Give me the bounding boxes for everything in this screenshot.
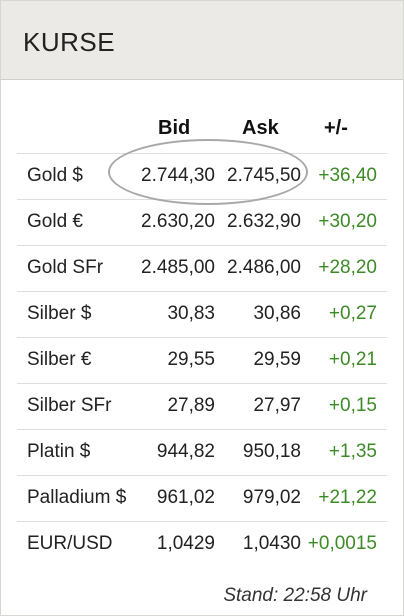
row-ask: 29,59 bbox=[253, 349, 301, 370]
column-header-change: +/- bbox=[324, 117, 348, 139]
table-row: Platin $ 944,82 950,18 +1,35 bbox=[17, 429, 387, 475]
timestamp-label: Stand: 22:58 Uhr bbox=[223, 585, 367, 606]
table-row: Palladium $ 961,02 979,02 +21,22 bbox=[17, 475, 387, 521]
row-name: Gold SFr bbox=[27, 257, 104, 278]
row-change: +0,27 bbox=[328, 303, 377, 324]
row-ask: 27,97 bbox=[253, 395, 301, 416]
widget-title: KURSE bbox=[23, 27, 116, 57]
price-table: Bid Ask +/- Gold $ 2.744,30 2.745,50 +36… bbox=[17, 107, 387, 567]
row-bid: 2.744,30 bbox=[141, 165, 215, 186]
row-change: +21,22 bbox=[318, 487, 377, 508]
table-row: Silber SFr 27,89 27,97 +0,15 bbox=[17, 383, 387, 429]
row-change: +28,20 bbox=[318, 257, 377, 278]
row-name: Silber SFr bbox=[27, 395, 112, 416]
row-ask: 979,02 bbox=[242, 487, 301, 508]
row-ask: 2.486,00 bbox=[227, 257, 301, 278]
row-change: +0,21 bbox=[328, 349, 377, 370]
row-bid: 2.630,20 bbox=[141, 211, 215, 232]
row-ask: 2.745,50 bbox=[227, 165, 301, 186]
table-row: Silber € 29,55 29,59 +0,21 bbox=[17, 337, 387, 383]
row-bid: 2.485,00 bbox=[141, 257, 215, 278]
row-change: +1,35 bbox=[328, 441, 377, 462]
table-row: Silber $ 30,83 30,86 +0,27 bbox=[17, 291, 387, 337]
row-bid: 944,82 bbox=[156, 441, 215, 462]
table-row: EUR/USD 1,0429 1,0430 +0,0015 bbox=[17, 521, 387, 567]
row-bid: 961,02 bbox=[156, 487, 215, 508]
row-change: +36,40 bbox=[318, 165, 377, 186]
row-change: +30,20 bbox=[318, 211, 377, 232]
row-ask: 1,0430 bbox=[242, 533, 301, 554]
row-name: Gold € bbox=[27, 211, 83, 232]
table-row: Gold SFr 2.485,00 2.486,00 +28,20 bbox=[17, 245, 387, 291]
row-bid: 29,55 bbox=[167, 349, 215, 370]
row-bid: 27,89 bbox=[167, 395, 215, 416]
column-header-ask: Ask bbox=[242, 117, 279, 139]
row-name: Silber $ bbox=[27, 303, 92, 324]
table-header-row: Bid Ask +/- bbox=[17, 107, 387, 153]
row-ask: 2.632,90 bbox=[227, 211, 301, 232]
row-change: +0,15 bbox=[328, 395, 377, 416]
table-row: Gold € 2.630,20 2.632,90 +30,20 bbox=[17, 199, 387, 245]
row-name: Platin $ bbox=[27, 441, 91, 462]
table-row: Gold $ 2.744,30 2.745,50 +36,40 bbox=[17, 153, 387, 199]
row-name: EUR/USD bbox=[27, 533, 113, 554]
row-bid: 1,0429 bbox=[156, 533, 215, 554]
row-name: Palladium $ bbox=[27, 487, 127, 508]
row-name: Silber € bbox=[27, 349, 92, 370]
row-name: Gold $ bbox=[27, 165, 83, 186]
row-ask: 950,18 bbox=[242, 441, 301, 462]
row-bid: 30,83 bbox=[167, 303, 215, 324]
column-header-bid: Bid bbox=[158, 117, 191, 139]
row-ask: 30,86 bbox=[253, 303, 301, 324]
widget-header: KURSE bbox=[1, 1, 403, 80]
row-change: +0,0015 bbox=[307, 533, 377, 554]
